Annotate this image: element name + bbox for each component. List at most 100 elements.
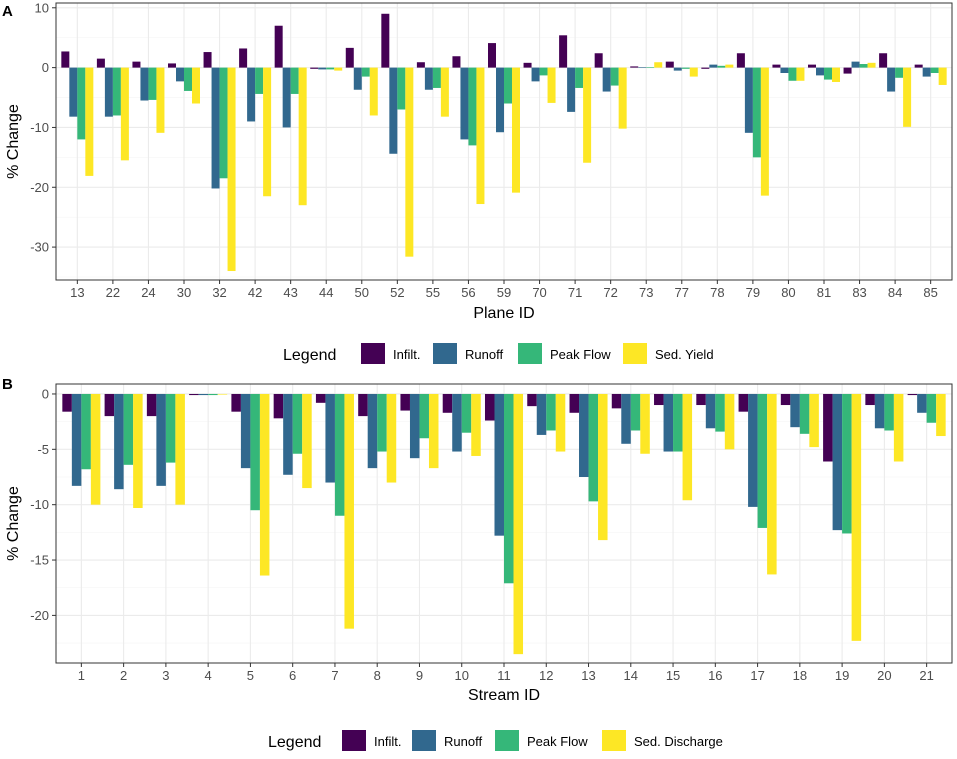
panel-a-legend-label-runoff: Runoff [465,347,503,362]
bar-sed-yield-50 [369,67,378,116]
x-tick-label-12: 12 [539,668,553,683]
panel-b-label: B [2,376,13,393]
bar-peak-flow-70 [539,67,548,76]
x-tick-label-22: 22 [106,285,120,300]
panel-b-legend-label-peak-flow: Peak Flow [527,734,588,749]
bar-sed-discharge-17 [767,393,777,575]
x-tick-label-30: 30 [177,285,191,300]
panel-a: A 10 0 -10 -20 -30 13 22 24 30 32 42 43 44 50 52 55 56 5… [2,0,953,364]
bar-infilt-52 [381,13,390,68]
bar-runoff-84 [887,67,896,92]
x-tick-label-55: 55 [426,285,440,300]
panel-b-legend-key-peak-flow [495,730,519,751]
panel-a-y-axis-title: % Change [5,104,22,179]
bar-infilt-19 [823,393,833,462]
bar-sed-yield-43 [298,67,307,206]
bar-sed-yield-72 [618,67,627,129]
bar-runoff-11 [494,393,504,536]
bar-runoff-21 [917,393,927,413]
bar-peak-flow-50 [361,67,370,77]
bar-runoff-85 [922,67,931,77]
bar-peak-flow-7 [334,393,345,516]
bar-peak-flow-21 [926,393,937,423]
x-tick-label-81: 81 [817,285,831,300]
bar-peak-flow-73 [646,67,655,68]
x-tick-label-6: 6 [289,668,296,683]
bar-sed-yield-22 [120,67,129,161]
bar-runoff-24 [140,67,149,101]
y-tick-label: -15 [30,553,49,568]
bar-peak-flow-84 [895,67,904,78]
panel-b-y-axis-title: % Change [5,486,22,561]
x-tick-label-78: 78 [710,285,724,300]
bar-runoff-83 [851,61,860,68]
bar-sed-yield-83 [867,62,876,68]
y-tick-label: -20 [30,180,49,195]
bar-sed-yield-59 [512,67,520,193]
panel-a-legend-key-infilt [361,343,385,364]
x-tick-label-84: 84 [888,285,902,300]
panel-b-x-ticks: 1 2 3 4 5 6 7 8 9 10 11 12 13 14 15 16 17 18 19 20 21 [78,663,934,683]
bar-peak-flow-79 [752,67,761,158]
bar-sed-yield-70 [547,67,556,103]
bar-runoff-52 [389,67,398,154]
bar-sed-discharge-16 [724,393,735,450]
panel-a-x-axis-title: Plane ID [473,305,534,322]
bar-runoff-50 [353,67,362,90]
bar-sed-discharge-1 [90,393,101,505]
bar-sed-yield-78 [725,64,734,68]
bar-runoff-4 [198,393,209,396]
bar-sed-discharge-12 [555,393,566,452]
bar-peak-flow-32 [219,67,228,179]
bar-infilt-11 [484,393,495,421]
x-tick-label-8: 8 [374,668,381,683]
bar-peak-flow-71 [575,67,584,88]
x-tick-label-3: 3 [162,668,169,683]
bar-runoff-14 [621,393,631,444]
bar-infilt-13 [61,51,70,68]
bar-runoff-71 [567,67,576,112]
bar-infilt-9 [400,393,410,411]
x-tick-label-20: 20 [877,668,891,683]
bar-peak-flow-18 [799,393,810,434]
bar-sed-yield-80 [796,67,805,81]
bar-infilt-20 [865,393,875,406]
bar-runoff-9 [409,393,420,459]
bar-infilt-1 [62,393,72,412]
bar-runoff-80 [780,67,789,73]
bar-sed-discharge-20 [893,393,904,462]
bar-sed-yield-32 [227,67,236,272]
bar-peak-flow-52 [397,67,406,110]
panel-a-bars [61,13,947,272]
bar-runoff-10 [452,393,462,452]
bar-runoff-12 [536,393,547,435]
x-tick-label-21: 21 [919,668,933,683]
bar-infilt-73 [630,66,639,68]
x-tick-label-2: 2 [120,668,127,683]
bar-runoff-17 [748,393,758,507]
bar-peak-flow-22 [112,67,121,116]
bar-runoff-78 [709,64,718,68]
y-tick-label: -20 [30,608,49,623]
bar-sed-yield-56 [476,67,485,205]
bar-sed-yield-84 [903,67,912,127]
panel-b-legend-label-runoff: Runoff [444,734,482,749]
bar-infilt-59 [488,43,496,68]
bar-infilt-17 [738,393,749,412]
bar-infilt-44 [310,67,319,69]
bar-peak-flow-5 [250,393,260,511]
bar-peak-flow-44 [326,67,335,70]
bar-infilt-81 [808,64,816,68]
bar-peak-flow-55 [432,67,441,88]
bar-infilt-79 [736,53,745,68]
bar-sed-discharge-5 [259,393,270,576]
bar-runoff-1 [71,393,82,486]
bar-sed-yield-44 [334,67,343,71]
bar-infilt-13 [569,393,580,413]
bar-peak-flow-72 [610,67,619,86]
bar-infilt-8 [358,393,368,417]
bar-infilt-72 [594,53,603,68]
bar-sed-yield-55 [440,67,449,117]
panel-a-y-ticks: 10 0 -10 -20 -30 [30,0,56,255]
